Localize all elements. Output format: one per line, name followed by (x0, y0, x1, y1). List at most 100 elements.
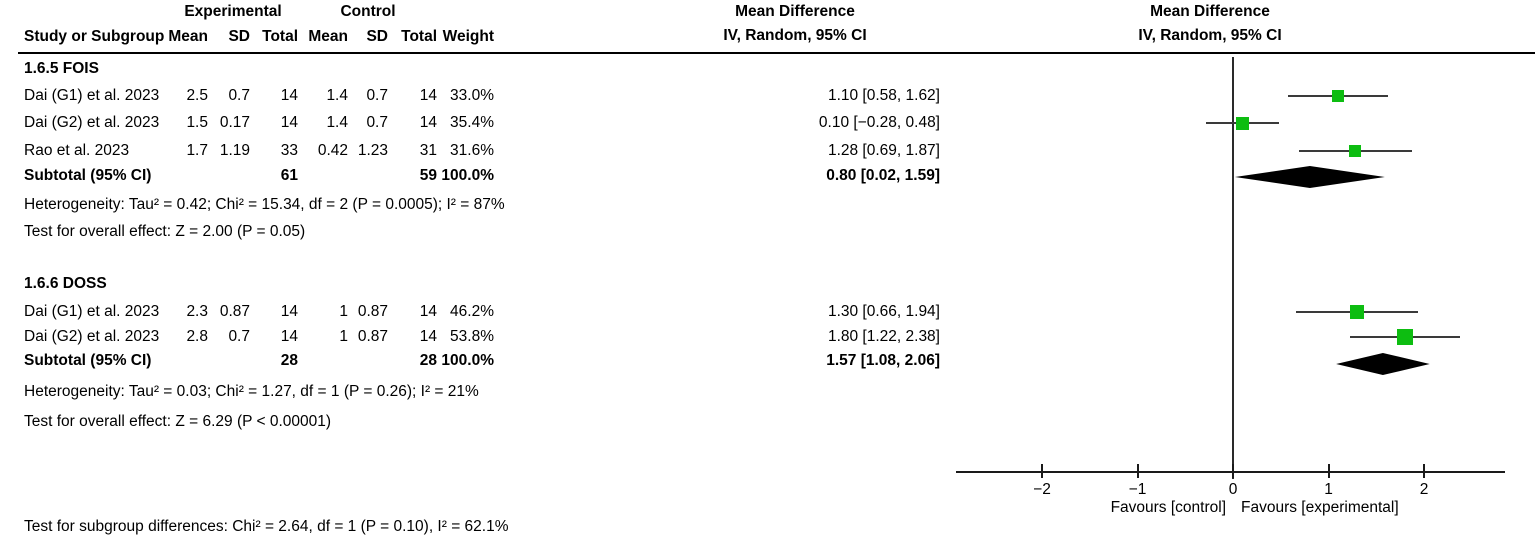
subtotal-label: Subtotal (95% CI) (24, 167, 152, 184)
column-group-experimental: Experimental (184, 3, 282, 20)
total-exp: 14 (280, 303, 298, 320)
sd-ctrl: 0.87 (357, 303, 388, 320)
x-axis (956, 471, 1506, 473)
total-exp: 14 (280, 87, 298, 104)
sd-exp: 1.19 (219, 142, 250, 159)
md-column-subtitle: IV, Random, 95% CI (723, 27, 867, 44)
header-sd-exp: SD (228, 28, 250, 45)
sd-ctrl: 0.87 (357, 328, 388, 345)
axis-tick (1423, 464, 1425, 478)
favours-control-label: Favours [control] (1110, 499, 1226, 516)
md-graph-title: Mean Difference (1150, 3, 1270, 20)
md-ci-text: 1.10 [0.58, 1.62] (827, 87, 940, 104)
axis-tick-label: 1 (1324, 481, 1333, 498)
md-column-title: Mean Difference (735, 3, 855, 20)
effect-square-marker (1332, 90, 1345, 102)
total-exp: 14 (280, 114, 298, 131)
axis-tick (1041, 464, 1043, 478)
effect-square-marker (1236, 116, 1250, 130)
axis-tick (1136, 464, 1139, 478)
total-ctrl: 14 (419, 114, 437, 131)
sd-exp: 0.7 (228, 328, 250, 345)
effect-square-marker (1396, 329, 1413, 345)
total-ctrl: 14 (419, 87, 437, 104)
table-row: Dai (G2) et al. 2023 2.8 0.7 14 1 0.87 1… (0, 324, 970, 350)
axis-tick-label: 2 (1419, 481, 1429, 498)
sd-ctrl: 0.7 (366, 87, 388, 104)
total-exp: 14 (280, 328, 298, 345)
table-row: Dai (G2) et al. 2023 1.5 0.17 14 1.4 0.7… (0, 110, 970, 136)
overall-effect-note: Test for overall effect: Z = 2.00 (P = 0… (24, 223, 306, 240)
subtotal-label: Subtotal (95% CI) (24, 352, 152, 369)
axis-tick (1232, 464, 1234, 478)
subtotal-ci-text: 0.80 [0.02, 1.59] (826, 167, 940, 184)
mean-ctrl: 1 (339, 303, 348, 320)
table-header-row: Study or Subgroup Mean SD Total Mean SD … (0, 24, 970, 50)
table-row: Rao et al. 2023 1.7 1.19 33 0.42 1.23 31… (0, 138, 970, 164)
sd-ctrl: 1.23 (357, 142, 388, 159)
sd-exp: 0.7 (228, 87, 250, 104)
weight: 46.2% (450, 303, 494, 320)
subtotal-ci-text: 1.57 [1.08, 2.06] (826, 352, 940, 369)
total-ctrl: 14 (419, 303, 437, 320)
effect-square-marker (1349, 145, 1362, 157)
heterogeneity-note: Heterogeneity: Tau² = 0.42; Chi² = 15.34… (24, 196, 505, 213)
subgroup-title-fois: 1.6.5 FOIS (24, 60, 99, 77)
zero-effect-line (1232, 57, 1234, 479)
subgroup-differences-note: Test for subgroup differences: Chi² = 2.… (24, 518, 509, 535)
mean-ctrl: 1 (339, 328, 348, 345)
mean-exp: 1.7 (186, 142, 208, 159)
header-mean-exp: Mean (168, 28, 208, 45)
subtotal-total-ctrl: 28 (419, 352, 437, 369)
md-ci-text: 1.28 [0.69, 1.87] (827, 142, 940, 159)
table-row: Dai (G1) et al. 2023 2.3 0.87 14 1 0.87 … (0, 299, 970, 325)
md-ci-text: 1.80 [1.22, 2.38] (827, 328, 940, 345)
header-sd-ctrl: SD (366, 28, 388, 45)
mean-ctrl: 1.4 (326, 87, 348, 104)
total-ctrl: 31 (419, 142, 437, 159)
weight: 35.4% (450, 114, 494, 131)
subtotal-weight: 100.0% (441, 352, 494, 369)
axis-tick-label: −2 (1033, 481, 1051, 498)
heterogeneity-note: Heterogeneity: Tau² = 0.03; Chi² = 1.27,… (24, 383, 479, 400)
mean-exp: 2.3 (186, 303, 208, 320)
mean-ctrl: 0.42 (317, 142, 348, 159)
header-total-exp: Total (262, 28, 298, 45)
mean-exp: 2.8 (186, 328, 208, 345)
sd-exp: 0.17 (219, 114, 250, 131)
overall-effect-note: Test for overall effect: Z = 6.29 (P < 0… (24, 413, 332, 430)
subtotal-weight: 100.0% (441, 167, 494, 184)
favours-experimental-label: Favours [experimental] (1241, 499, 1399, 516)
mean-ctrl: 1.4 (326, 114, 348, 131)
header-total-ctrl: Total (401, 28, 437, 45)
subtotal-diamond (1336, 353, 1430, 375)
subtotal-total-exp: 28 (280, 352, 298, 369)
sd-exp: 0.87 (219, 303, 250, 320)
subgroup-title-doss: 1.6.6 DOSS (24, 275, 107, 292)
column-group-control: Control (340, 3, 396, 20)
total-ctrl: 14 (419, 328, 437, 345)
subtotal-total-ctrl: 59 (419, 167, 437, 184)
header-study: Study or Subgroup (24, 28, 165, 45)
axis-tick-label: 0 (1228, 481, 1238, 498)
study-label: Dai (G1) et al. 2023 (24, 87, 160, 104)
md-ci-text: 0.10 [−0.28, 0.48] (818, 114, 940, 131)
header-mean-ctrl: Mean (308, 28, 348, 45)
subtotal-row: Subtotal (95% CI) 61 59 100.0% 0.80 [0.0… (0, 163, 970, 189)
weight: 31.6% (450, 142, 494, 159)
header-rule (18, 52, 1535, 54)
study-label: Dai (G2) et al. 2023 (24, 114, 160, 131)
total-exp: 33 (280, 142, 298, 159)
weight: 33.0% (450, 87, 494, 104)
table-row: Dai (G1) et al. 2023 2.5 0.7 14 1.4 0.7 … (0, 83, 970, 109)
md-ci-text: 1.30 [0.66, 1.94] (827, 303, 940, 320)
subtotal-total-exp: 61 (280, 167, 298, 184)
effect-square-marker (1350, 305, 1365, 319)
mean-exp: 1.5 (186, 114, 208, 131)
axis-tick (1327, 464, 1330, 478)
subtotal-diamond (1234, 166, 1385, 188)
axis-tick-label: −1 (1128, 481, 1147, 498)
study-label: Dai (G2) et al. 2023 (24, 328, 160, 345)
sd-ctrl: 0.7 (366, 114, 388, 131)
